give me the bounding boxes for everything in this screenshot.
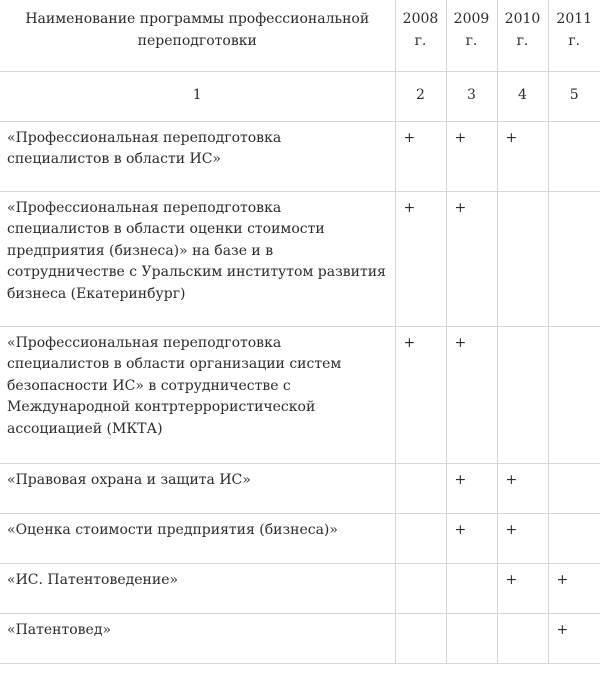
table-row: «Профессиональная переподготовка специал… (0, 325, 600, 464)
year-mark-cell: + (445, 190, 498, 327)
year-mark-cell: + (394, 190, 447, 327)
program-name-cell: «Профессиональная переподготовка специал… (0, 120, 396, 192)
year-mark-cell (445, 562, 498, 614)
year-mark-cell (496, 612, 549, 664)
year-mark-cell (547, 462, 600, 514)
year-mark-cell: + (496, 512, 549, 564)
year-mark-cell (496, 325, 549, 464)
column-number: 2 (394, 70, 447, 122)
header-year-2011: 2011 г. (547, 0, 600, 72)
header-year-2010: 2010 г. (496, 0, 549, 72)
column-number: 1 (0, 70, 396, 122)
year-mark-cell: + (394, 120, 447, 192)
table-row: «Патентовед» + (0, 612, 600, 664)
table-row: «ИС. Патентоведение» + + (0, 562, 600, 614)
header-year-2008: 2008 г. (394, 0, 447, 72)
table-row: «Профессиональная переподготовка специал… (0, 190, 600, 327)
year-mark-cell (547, 512, 600, 564)
year-mark-cell: + (496, 562, 549, 614)
year-mark-cell (394, 562, 447, 614)
year-mark-cell (445, 612, 498, 664)
header-program-name: Наименование программы профессиональной … (0, 0, 396, 72)
year-mark-cell: + (547, 562, 600, 614)
year-mark-cell (394, 512, 447, 564)
header-row: Наименование программы профессиональной … (0, 0, 600, 72)
program-name-cell: «Профессиональная переподготовка специал… (0, 190, 396, 327)
program-name-cell: «Оценка стоимости предприятия (бизнеса)» (0, 512, 396, 564)
header-year-2009: 2009 г. (445, 0, 498, 72)
year-mark-cell: + (547, 612, 600, 664)
year-mark-cell: + (496, 120, 549, 192)
program-name-cell: «Патентовед» (0, 612, 396, 664)
year-mark-cell (394, 612, 447, 664)
programs-table: Наименование программы профессиональной … (0, 0, 600, 664)
year-mark-cell (394, 462, 447, 514)
program-name-cell: «ИС. Патентоведение» (0, 562, 396, 614)
year-mark-cell (547, 120, 600, 192)
year-mark-cell: + (445, 120, 498, 192)
year-mark-cell: + (394, 325, 447, 464)
year-mark-cell: + (496, 462, 549, 514)
column-number: 3 (445, 70, 498, 122)
year-mark-cell: + (445, 325, 498, 464)
column-number-row: 1 2 3 4 5 (0, 70, 600, 122)
column-number: 4 (496, 70, 549, 122)
year-mark-cell (547, 325, 600, 464)
year-mark-cell: + (445, 512, 498, 564)
year-mark-cell: + (445, 462, 498, 514)
year-mark-cell (496, 190, 549, 327)
table-row: «Правовая охрана и защита ИС» + + (0, 462, 600, 514)
program-name-cell: «Профессиональная переподготовка специал… (0, 325, 396, 464)
table-row: «Профессиональная переподготовка специал… (0, 120, 600, 192)
program-name-cell: «Правовая охрана и защита ИС» (0, 462, 396, 514)
table-row: «Оценка стоимости предприятия (бизнеса)»… (0, 512, 600, 564)
year-mark-cell (547, 190, 600, 327)
column-number: 5 (547, 70, 600, 122)
